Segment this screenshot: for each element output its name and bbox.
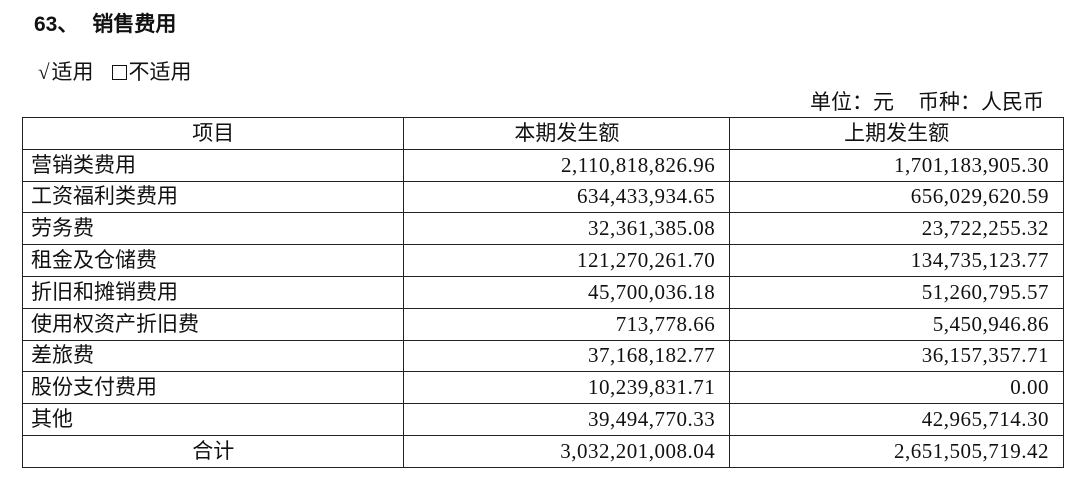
table-row: 其他 39,494,770.33 42,965,714.30 — [21, 403, 1064, 436]
empty-checkbox-icon — [111, 65, 127, 80]
row-item: 营销类费用 — [21, 148, 405, 182]
header-current-period: 本期发生额 — [403, 117, 731, 150]
sales-expense-table: 项目 本期发生额 上期发生额 营销类费用 2,110,818,826.96 1,70… — [21, 117, 1064, 468]
unit-currency-note: 单位：元 币种：人民币 — [810, 86, 1044, 116]
table-header-row: 项目 本期发生额 上期发生额 — [21, 117, 1064, 150]
row-item: 劳务费 — [21, 212, 405, 246]
section-title: 63、 销售费用 — [34, 8, 176, 38]
row-item: 股份支付费用 — [21, 371, 405, 405]
row-previous-amount: 0.00 — [729, 371, 1064, 405]
section-title-text: 销售费用 — [92, 13, 177, 36]
row-previous-amount: 51,260,795.57 — [729, 275, 1064, 309]
checkmark-icon: √ — [38, 60, 50, 84]
row-previous-amount: 36,157,357.71 — [729, 339, 1064, 373]
row-current-amount: 634,433,934.65 — [403, 180, 731, 214]
row-current-amount: 37,168,182.77 — [403, 339, 731, 373]
table-row: 劳务费 32,361,385.08 23,722,255.32 — [21, 212, 1064, 246]
row-item: 差旅费 — [21, 339, 405, 373]
row-item: 其他 — [21, 403, 405, 436]
table-total-row: 合计 3,032,201,008.04 2,651,505,719.42 — [21, 434, 1064, 468]
unit-label: 单位：元 — [810, 90, 894, 114]
row-previous-amount: 134,735,123.77 — [729, 244, 1064, 277]
row-item: 工资福利类费用 — [21, 180, 405, 214]
currency-label: 币种：人民币 — [918, 90, 1044, 114]
header-item: 项目 — [21, 117, 405, 150]
applicability-options: √适用 不适用 — [38, 56, 194, 86]
row-previous-amount: 23,722,255.32 — [729, 212, 1064, 246]
row-previous-amount: 656,029,620.59 — [729, 180, 1064, 214]
row-item: 折旧和摊销费用 — [21, 275, 405, 309]
table-row: 营销类费用 2,110,818,826.96 1,701,183,905.30 — [21, 148, 1064, 182]
row-current-amount: 45,700,036.18 — [403, 275, 731, 309]
row-current-amount: 2,110,818,826.96 — [403, 148, 731, 182]
header-previous-period: 上期发生额 — [729, 117, 1064, 150]
not-applicable-label: 不适用 — [128, 60, 192, 84]
row-item: 使用权资产折旧费 — [21, 307, 405, 341]
row-current-amount: 713,778.66 — [403, 307, 731, 341]
table-row: 使用权资产折旧费 713,778.66 5,450,946.86 — [21, 307, 1064, 341]
table-row: 折旧和摊销费用 45,700,036.18 51,260,795.57 — [21, 275, 1064, 309]
row-item: 合计 — [21, 434, 405, 468]
section-number: 63、 — [34, 13, 79, 36]
table-row: 工资福利类费用 634,433,934.65 656,029,620.59 — [21, 180, 1064, 214]
row-previous-amount: 42,965,714.30 — [729, 403, 1064, 436]
row-current-amount: 39,494,770.33 — [403, 403, 731, 436]
applicable-label: 适用 — [51, 60, 94, 84]
row-previous-amount: 5,450,946.86 — [729, 307, 1064, 341]
row-current-amount: 32,361,385.08 — [403, 212, 731, 246]
row-previous-amount: 1,701,183,905.30 — [729, 148, 1064, 182]
row-previous-amount: 2,651,505,719.42 — [729, 434, 1064, 468]
row-current-amount: 10,239,831.71 — [403, 371, 731, 405]
table-row: 租金及仓储费 121,270,261.70 134,735,123.77 — [21, 244, 1064, 277]
row-item: 租金及仓储费 — [21, 244, 405, 277]
row-current-amount: 121,270,261.70 — [403, 244, 731, 277]
table-row: 差旅费 37,168,182.77 36,157,357.71 — [21, 339, 1064, 373]
row-current-amount: 3,032,201,008.04 — [403, 434, 731, 468]
table-row: 股份支付费用 10,239,831.71 0.00 — [21, 371, 1064, 405]
